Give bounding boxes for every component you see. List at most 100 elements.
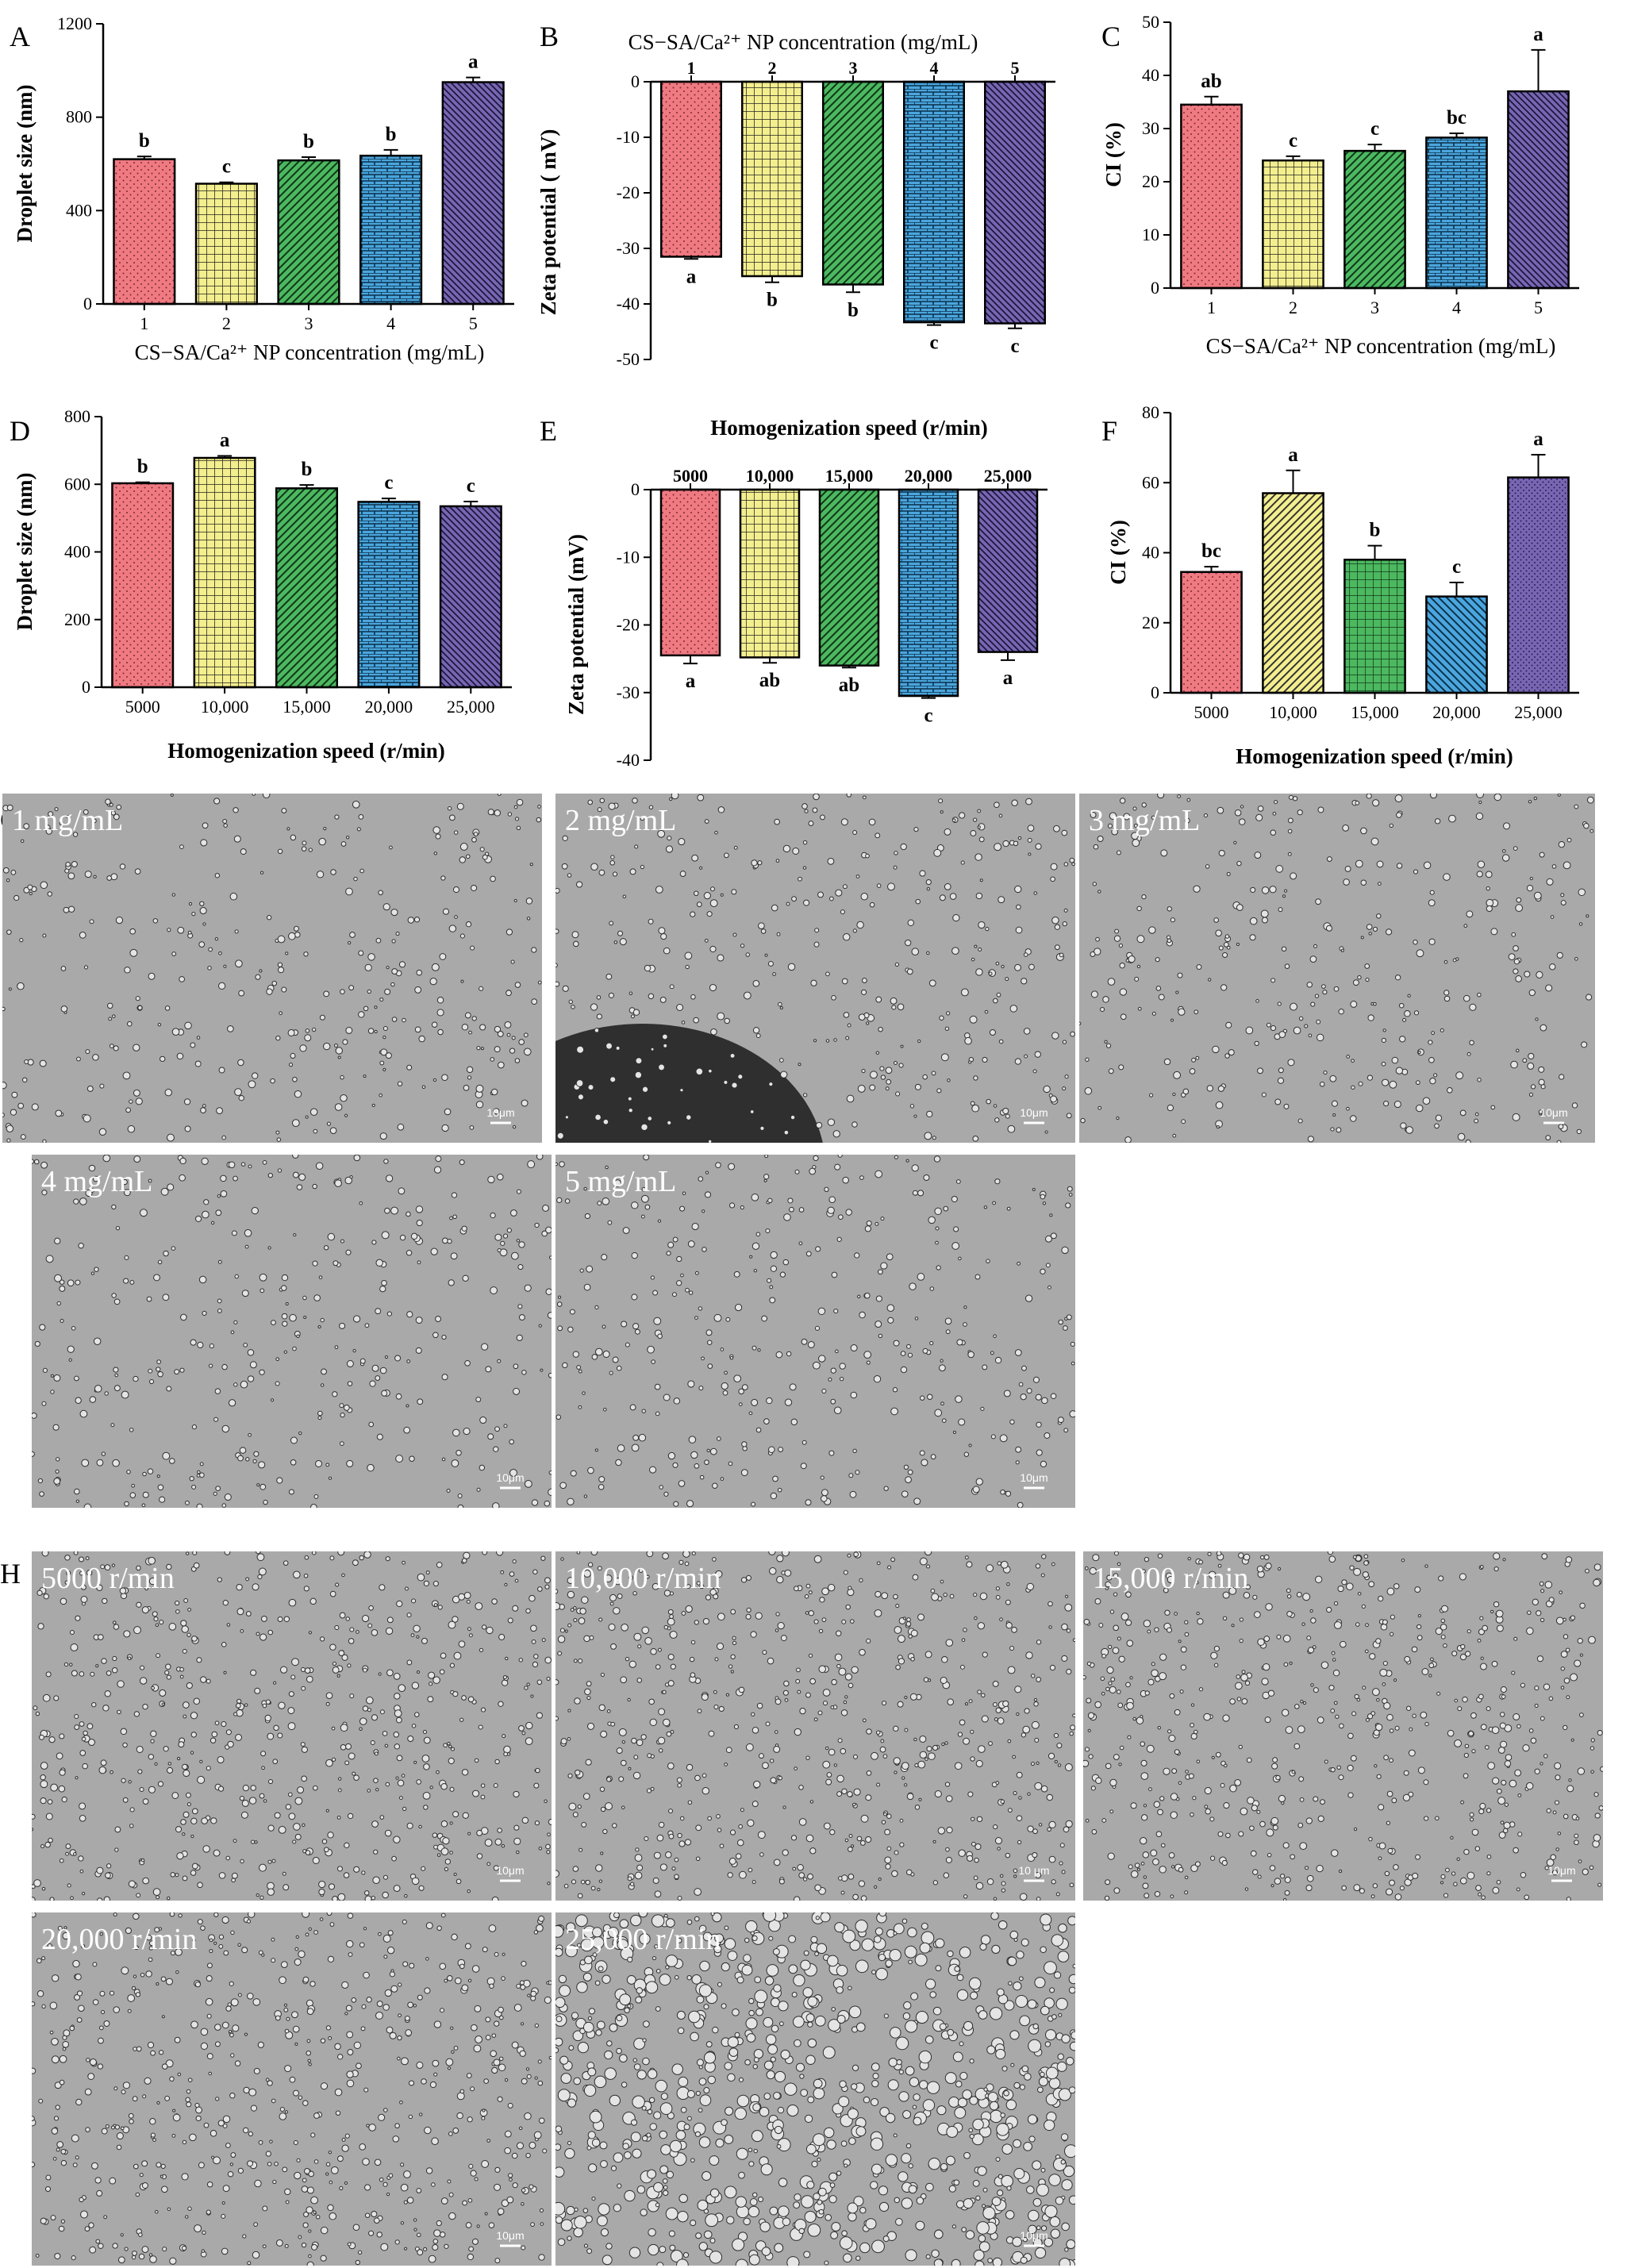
micrograph-label: 15,000 r/min [1093, 1562, 1248, 1595]
sig-letter-c-3: c [1370, 118, 1379, 140]
bar-e-4 [898, 488, 959, 698]
micrograph-droplets [2, 794, 542, 1143]
y-tick-label-b-1: -40 [617, 294, 640, 313]
x-axis-title-c: CS−SA/Ca²⁺ NP concentration (mg/mL) [1206, 334, 1556, 358]
micrograph-label: 2 mg/mL [565, 804, 676, 837]
micrograph-droplets [555, 1912, 1075, 2266]
bar-b-4 [903, 80, 965, 324]
sig-letter-b-4: c [929, 333, 938, 354]
y-tick-label-a-1: 400 [66, 200, 92, 220]
scale-bar-label: 10μm [486, 1106, 514, 1119]
bar-d-1 [111, 482, 175, 689]
y-tick-label-b-4: -10 [617, 127, 640, 147]
y-tick-label-c-5: 50 [1142, 12, 1159, 32]
y-tick-label-b-0: -50 [617, 349, 640, 369]
micrograph-droplets [555, 794, 1075, 1143]
sig-letter-d-4: c [384, 472, 393, 494]
scale-bar-label: 10μm [496, 2229, 524, 2242]
bar-e-1 [659, 488, 721, 657]
bar-a-1 [113, 158, 176, 306]
bar-b-3 [822, 80, 884, 286]
sig-letter-f-4: c [1452, 556, 1461, 578]
x-tick-label-e-5: 25,000 [984, 466, 1032, 486]
bar-f-4 [1425, 595, 1488, 694]
micrograph-h-3: 15,000 r/min 10μm [1083, 1551, 1603, 1901]
sig-letter-e-2: ab [759, 670, 780, 691]
micrograph-bg [1079, 794, 1595, 1143]
sig-letter-d-3: b [302, 459, 313, 480]
sig-letter-a-3: b [303, 131, 314, 152]
sig-letter-a-4: b [386, 124, 397, 145]
sig-letter-a-2: c [222, 156, 231, 178]
y-tick-label-e-1: -30 [617, 682, 640, 702]
chart-b: a 1 b 2 b 3 c 4 c 5 -50 -40 -30 -20 -10 0 CS−SA/Ca²⁺ NP … [536, 30, 1055, 369]
micrograph-h-4: 20,000 r/min 10μm [32, 1912, 552, 2266]
y-tick-label-f-1: 20 [1142, 613, 1159, 632]
micrograph-droplets [1083, 1551, 1603, 1901]
x-tick-label-b-5: 5 [1011, 58, 1020, 78]
scale-bar-label: 10μm [1020, 1106, 1047, 1119]
micrograph-bg [555, 1551, 1075, 1901]
y-axis-title-a: Droplet size (nm) [13, 85, 37, 243]
x-axis-title-f: Homogenization speed (r/min) [1236, 744, 1513, 768]
bar-d-5 [439, 505, 502, 689]
chart-d: b 5000 a 10,000 b 15,000 c 20,000 c 25,000 0 200 400… [13, 406, 512, 763]
micrograph-h-2: 10,000 r/min 10 μm [555, 1551, 1075, 1901]
y-tick-label-c-1: 10 [1142, 225, 1159, 244]
x-tick-label-c-2: 2 [1289, 298, 1297, 317]
bar-e-3 [818, 488, 880, 667]
bar-a-5 [441, 81, 505, 306]
sig-letter-f-3: b [1370, 520, 1381, 541]
y-tick-label-d-1: 200 [64, 609, 90, 629]
y-tick-label-d-4: 800 [64, 406, 90, 426]
y-tick-label-d-3: 600 [64, 474, 90, 494]
y-tick-label-b-3: -20 [617, 183, 640, 202]
bar-b-2 [741, 80, 803, 278]
scale-bar-label: 10μm [496, 1864, 524, 1877]
bar-c-1 [1180, 103, 1243, 290]
micrograph-label: 25,000 r/min [565, 1923, 721, 1956]
sig-letter-d-1: b [137, 456, 148, 478]
x-tick-label-b-3: 3 [849, 58, 858, 78]
micrograph-label: 4 mg/mL [41, 1165, 152, 1198]
micrograph-droplets [555, 1551, 1075, 1901]
sig-letter-f-5: a [1533, 429, 1543, 450]
panel-label-a: A [10, 21, 30, 52]
bar-d-3 [275, 487, 339, 689]
micrograph-label: 10,000 r/min [565, 1562, 721, 1595]
bar-c-4 [1425, 136, 1488, 290]
x-tick-label-c-5: 5 [1534, 298, 1543, 317]
panel-label-b: B [540, 21, 559, 52]
y-tick-label-b-5: 0 [631, 71, 640, 91]
bar-a-4 [359, 154, 423, 306]
micrograph-g-3: 3 mg/mL 10μm [1079, 794, 1595, 1143]
micrograph-bg [555, 1155, 1075, 1508]
y-tick-label-a-2: 800 [66, 107, 92, 127]
sig-letter-b-5: c [1010, 336, 1019, 357]
y-tick-label-e-0: -40 [617, 750, 640, 770]
micrograph-droplets [32, 1155, 552, 1508]
micrograph-droplets [1079, 794, 1594, 1143]
sig-letter-a-1: b [139, 130, 150, 152]
sig-letter-a-5: a [468, 52, 479, 73]
x-tick-label-d-1: 5000 [125, 697, 160, 717]
x-tick-label-b-4: 4 [930, 58, 939, 78]
x-tick-label-c-4: 4 [1452, 298, 1461, 317]
y-tick-label-e-4: 0 [631, 479, 640, 499]
micrograph-droplets [32, 1912, 552, 2266]
bar-f-3 [1343, 559, 1406, 694]
sig-letter-f-2: a [1288, 444, 1298, 466]
panel-label-h: H [0, 1558, 21, 1590]
micrograph-bg [32, 1155, 552, 1508]
micrograph-bg [32, 1912, 552, 2266]
sig-letter-c-4: bc [1447, 107, 1466, 129]
x-tick-label-f-5: 25,000 [1514, 702, 1563, 722]
x-axis-title-e: Homogenization speed (r/min) [710, 416, 987, 440]
sig-letter-d-2: a [220, 429, 230, 451]
bar-f-2 [1262, 492, 1324, 694]
micrograph-droplets [555, 1155, 1075, 1508]
bar-a-2 [194, 183, 258, 306]
bar-c-2 [1262, 159, 1324, 290]
y-tick-label-f-3: 60 [1142, 472, 1159, 492]
sig-letter-b-2: b [767, 290, 778, 311]
